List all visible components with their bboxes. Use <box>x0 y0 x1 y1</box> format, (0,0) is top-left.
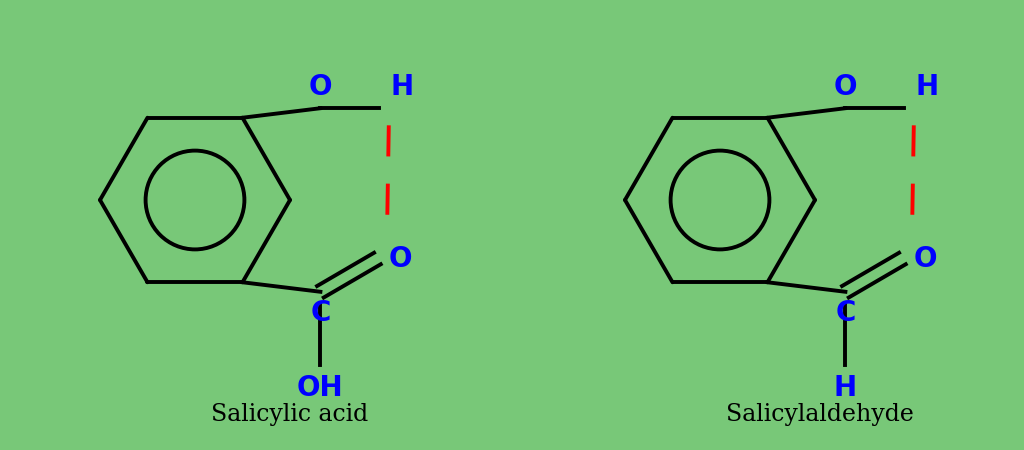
Text: Salicylic acid: Salicylic acid <box>211 404 369 427</box>
Text: O: O <box>913 244 937 273</box>
Text: O: O <box>834 72 857 101</box>
Text: H: H <box>915 72 939 101</box>
Text: C: C <box>310 299 331 327</box>
Text: C: C <box>836 299 856 327</box>
Text: H: H <box>391 72 414 101</box>
Text: O: O <box>389 244 413 273</box>
Text: H: H <box>834 374 857 402</box>
Text: OH: OH <box>297 374 344 402</box>
Text: O: O <box>308 72 332 101</box>
Text: Salicylaldehyde: Salicylaldehyde <box>726 404 914 427</box>
